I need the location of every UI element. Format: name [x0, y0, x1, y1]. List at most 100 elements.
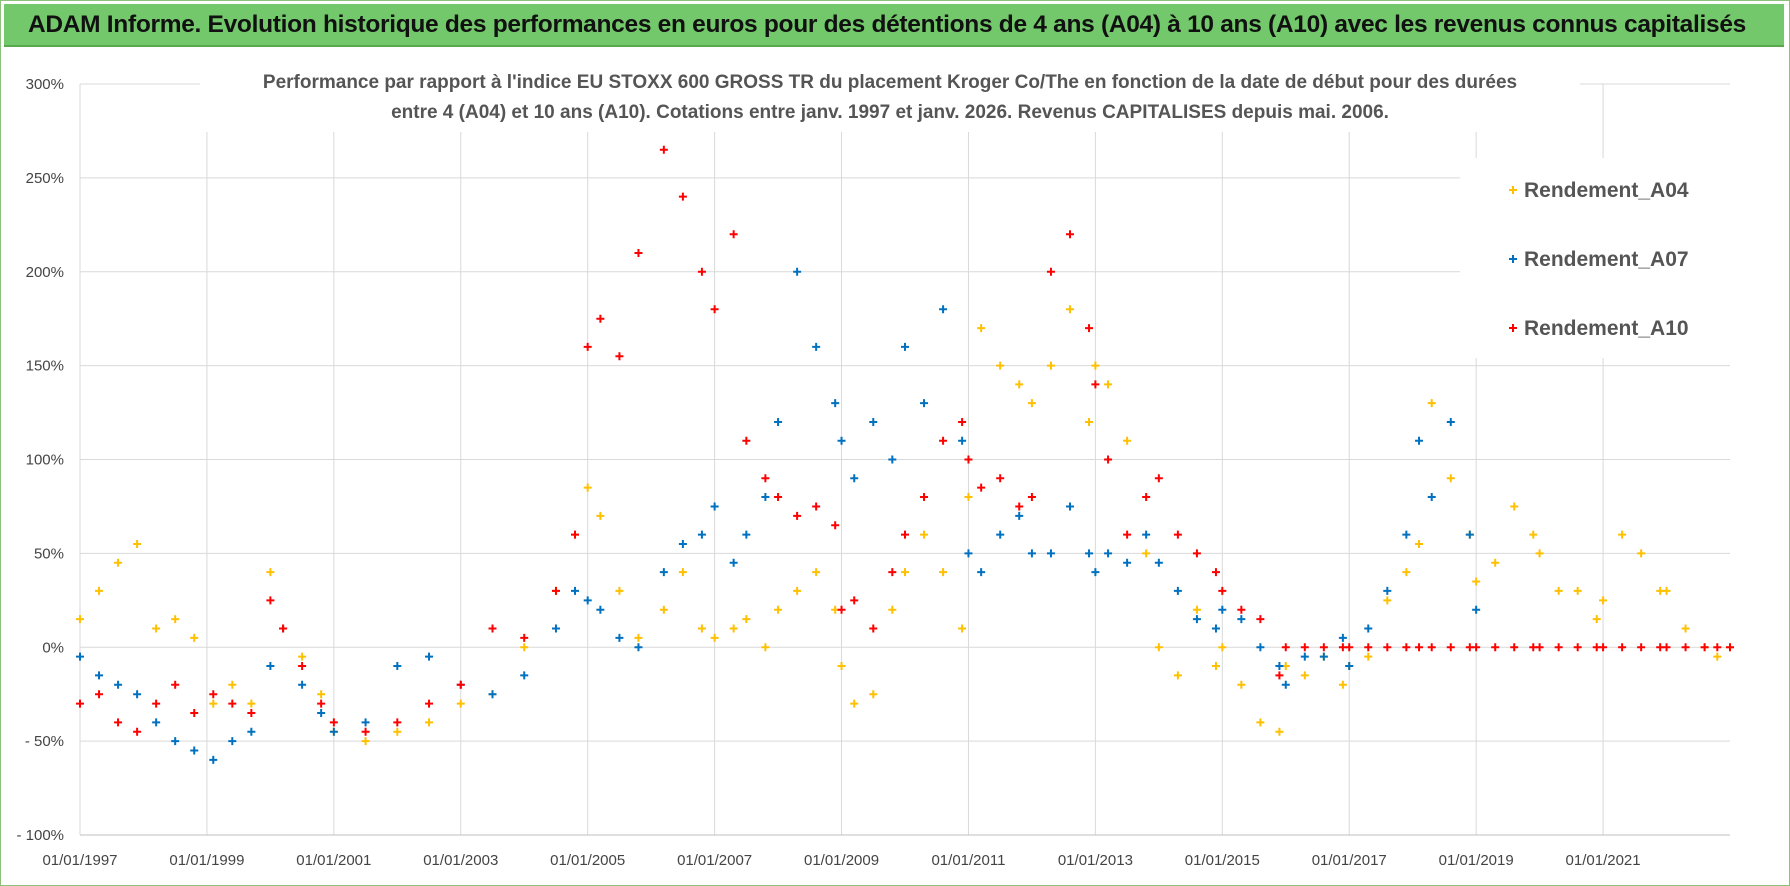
marker-rendement-a10 — [850, 596, 859, 605]
marker-rendement-a07 — [1415, 436, 1424, 445]
marker-rendement-a07 — [1427, 493, 1436, 502]
marker-rendement-a07 — [329, 727, 338, 736]
marker-rendement-a07 — [742, 530, 751, 539]
x-tick-label: 01/01/1997 — [42, 852, 117, 869]
marker-rendement-a04 — [1637, 549, 1646, 558]
marker-rendement-a10 — [634, 248, 643, 257]
marker-rendement-a07 — [171, 737, 180, 746]
y-tick-label: 50% — [34, 545, 64, 562]
marker-rendement-a04 — [596, 511, 605, 520]
marker-rendement-a10 — [1726, 643, 1734, 652]
marker-rendement-a07 — [1085, 549, 1094, 558]
marker-rendement-a07 — [571, 586, 579, 595]
marker-rendement-a07 — [228, 737, 237, 746]
marker-rendement-a07 — [1345, 662, 1354, 671]
marker-rendement-a04 — [1300, 671, 1309, 680]
marker-rendement-a04 — [678, 568, 687, 577]
marker-rendement-a07 — [710, 502, 719, 511]
marker-rendement-a07 — [551, 624, 560, 633]
marker-rendement-a04 — [425, 718, 434, 727]
marker-rendement-a10 — [1345, 643, 1354, 652]
marker-rendement-a07 — [996, 530, 1005, 539]
legend-label: Rendement_A04 — [1524, 179, 1689, 202]
marker-rendement-a04 — [266, 568, 275, 577]
marker-rendement-a10 — [114, 718, 123, 727]
marker-rendement-a10 — [996, 474, 1005, 483]
x-tick-label: 01/01/2021 — [1566, 852, 1641, 869]
marker-rendement-a07 — [634, 643, 643, 652]
x-tick-label: 01/01/2017 — [1312, 852, 1387, 869]
marker-rendement-a07 — [1446, 417, 1455, 426]
marker-rendement-a04 — [520, 643, 529, 652]
marker-rendement-a04 — [76, 615, 84, 624]
marker-rendement-a04 — [729, 624, 738, 633]
marker-rendement-a07 — [831, 399, 840, 408]
marker-rendement-a07 — [520, 671, 529, 680]
marker-rendement-a10 — [1046, 267, 1055, 276]
marker-rendement-a10 — [551, 586, 560, 595]
marker-rendement-a07 — [1275, 662, 1284, 671]
marker-rendement-a10 — [710, 305, 719, 314]
marker-rendement-a10 — [247, 708, 256, 717]
marker-rendement-a07 — [1472, 605, 1481, 614]
marker-rendement-a04 — [888, 605, 897, 614]
marker-rendement-a10 — [1402, 643, 1411, 652]
marker-rendement-a07 — [317, 708, 326, 717]
legend-label: Rendement_A07 — [1524, 248, 1689, 271]
marker-rendement-a04 — [361, 737, 370, 746]
title-background — [200, 66, 1580, 132]
marker-rendement-a04 — [793, 586, 802, 595]
marker-rendement-a04 — [1256, 718, 1265, 727]
marker-rendement-a04 — [1472, 577, 1481, 586]
marker-rendement-a04 — [152, 624, 161, 633]
marker-rendement-a10 — [1681, 643, 1690, 652]
marker-rendement-a07 — [190, 746, 199, 755]
marker-rendement-a07 — [95, 671, 104, 680]
x-tick-label: 01/01/2005 — [550, 852, 625, 869]
marker-rendement-a04 — [1491, 558, 1500, 567]
marker-rendement-a04 — [697, 624, 706, 633]
marker-rendement-a10 — [76, 699, 84, 708]
marker-rendement-a04 — [1338, 680, 1347, 689]
marker-rendement-a10 — [1256, 615, 1265, 624]
marker-rendement-a07 — [869, 417, 878, 426]
marker-rendement-a04 — [209, 699, 218, 708]
legend-marker — [1509, 186, 1517, 194]
y-tick-label: 0% — [42, 639, 64, 656]
marker-rendement-a07 — [1154, 558, 1163, 567]
marker-rendement-a07 — [837, 436, 846, 445]
marker-rendement-a10 — [1281, 643, 1290, 652]
marker-rendement-a07 — [615, 633, 624, 642]
marker-rendement-a10 — [1573, 643, 1582, 652]
marker-rendement-a10 — [1472, 643, 1481, 652]
marker-rendement-a04 — [1402, 568, 1411, 577]
marker-rendement-a10 — [1364, 643, 1373, 652]
marker-rendement-a07 — [583, 596, 592, 605]
marker-rendement-a04 — [1027, 399, 1036, 408]
marker-rendement-a04 — [1599, 596, 1608, 605]
marker-rendement-a04 — [1173, 671, 1182, 680]
marker-rendement-a07 — [361, 718, 370, 727]
marker-rendement-a07 — [1173, 586, 1182, 595]
marker-rendement-a04 — [742, 615, 751, 624]
marker-rendement-a10 — [329, 718, 338, 727]
marker-rendement-a04 — [1091, 361, 1100, 370]
marker-rendement-a04 — [456, 699, 465, 708]
marker-rendement-a07 — [247, 727, 256, 736]
marker-rendement-a04 — [583, 483, 592, 492]
marker-rendement-a07 — [774, 417, 783, 426]
marker-rendement-a04 — [393, 727, 402, 736]
marker-rendement-a07 — [1123, 558, 1132, 567]
marker-rendement-a04 — [317, 690, 326, 699]
marker-rendement-a07 — [1091, 568, 1100, 577]
marker-rendement-a07 — [298, 680, 307, 689]
marker-rendement-a10 — [1427, 643, 1436, 652]
marker-rendement-a10 — [1192, 549, 1201, 558]
marker-rendement-a10 — [678, 192, 687, 201]
marker-rendement-a07 — [133, 690, 142, 699]
marker-rendement-a07 — [1142, 530, 1151, 539]
legend-box — [1460, 158, 1730, 358]
marker-rendement-a10 — [571, 530, 579, 539]
marker-rendement-a04 — [1554, 586, 1563, 595]
